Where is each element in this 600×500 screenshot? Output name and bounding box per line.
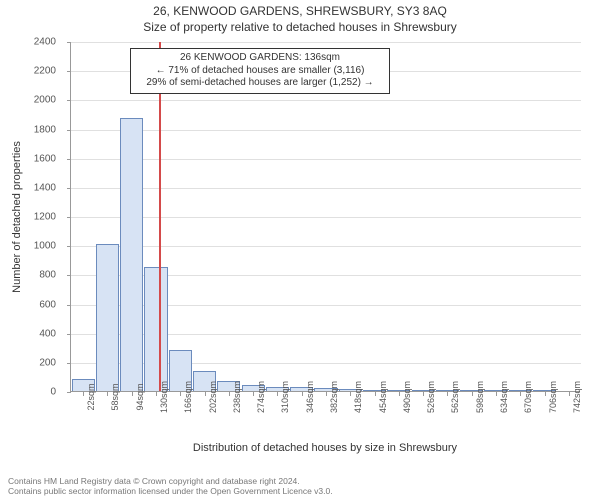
xtick-mark bbox=[253, 392, 254, 396]
xtick-label: 274sqm bbox=[256, 381, 266, 413]
ytick-mark bbox=[67, 159, 71, 160]
chart-title: Size of property relative to detached ho… bbox=[0, 20, 600, 34]
annotation-line: 26 KENWOOD GARDENS: 136sqm bbox=[137, 52, 383, 65]
xtick-label: 94sqm bbox=[135, 383, 145, 410]
gridline bbox=[71, 246, 581, 247]
ytick-mark bbox=[67, 42, 71, 43]
ytick-mark bbox=[67, 71, 71, 72]
chart-area: 0200400600800100012001400160018002000220… bbox=[70, 42, 580, 392]
ytick-label: 1000 bbox=[16, 241, 56, 252]
xtick-label: 706sqm bbox=[548, 381, 558, 413]
xtick-mark bbox=[302, 392, 303, 396]
xtick-label: 634sqm bbox=[499, 381, 509, 413]
histogram-bar bbox=[144, 267, 167, 391]
xtick-mark bbox=[496, 392, 497, 396]
xtick-label: 58sqm bbox=[110, 383, 120, 410]
xtick-mark bbox=[545, 392, 546, 396]
xtick-mark bbox=[277, 392, 278, 396]
ytick-mark bbox=[67, 217, 71, 218]
xtick-label: 202sqm bbox=[208, 381, 218, 413]
ytick-label: 1400 bbox=[16, 182, 56, 193]
ytick-label: 1800 bbox=[16, 124, 56, 135]
xtick-label: 670sqm bbox=[523, 381, 533, 413]
histogram-bar bbox=[96, 244, 119, 391]
ytick-label: 0 bbox=[16, 387, 56, 398]
xtick-label: 310sqm bbox=[280, 381, 290, 413]
xtick-mark bbox=[229, 392, 230, 396]
ytick-label: 400 bbox=[16, 328, 56, 339]
xtick-label: 166sqm bbox=[183, 381, 193, 413]
xtick-label: 454sqm bbox=[378, 381, 388, 413]
reference-line bbox=[159, 42, 161, 391]
ytick-label: 2000 bbox=[16, 95, 56, 106]
ytick-label: 1600 bbox=[16, 153, 56, 164]
x-axis-label: Distribution of detached houses by size … bbox=[70, 442, 580, 454]
xtick-mark bbox=[326, 392, 327, 396]
gridline bbox=[71, 159, 581, 160]
gridline bbox=[71, 217, 581, 218]
xtick-label: 418sqm bbox=[353, 381, 363, 413]
ytick-mark bbox=[67, 363, 71, 364]
xtick-label: 346sqm bbox=[305, 381, 315, 413]
annotation-box: 26 KENWOOD GARDENS: 136sqm← 71% of detac… bbox=[130, 48, 390, 94]
xtick-label: 22sqm bbox=[86, 383, 96, 410]
xtick-label: 490sqm bbox=[402, 381, 412, 413]
xtick-mark bbox=[180, 392, 181, 396]
xtick-mark bbox=[156, 392, 157, 396]
xtick-label: 526sqm bbox=[426, 381, 436, 413]
xtick-mark bbox=[520, 392, 521, 396]
ytick-label: 600 bbox=[16, 299, 56, 310]
xtick-mark bbox=[399, 392, 400, 396]
footer-line-1: Contains HM Land Registry data © Crown c… bbox=[8, 476, 333, 486]
footer-line-2: Contains public sector information licen… bbox=[8, 486, 333, 496]
gridline bbox=[71, 100, 581, 101]
xtick-mark bbox=[350, 392, 351, 396]
ytick-mark bbox=[67, 305, 71, 306]
xtick-mark bbox=[205, 392, 206, 396]
xtick-mark bbox=[132, 392, 133, 396]
ytick-mark bbox=[67, 275, 71, 276]
ytick-label: 800 bbox=[16, 270, 56, 281]
annotation-line: 29% of semi-detached houses are larger (… bbox=[137, 77, 383, 90]
gridline bbox=[71, 130, 581, 131]
footer-attribution: Contains HM Land Registry data © Crown c… bbox=[8, 476, 333, 496]
xtick-label: 382sqm bbox=[329, 381, 339, 413]
ytick-label: 2200 bbox=[16, 66, 56, 77]
xtick-label: 598sqm bbox=[475, 381, 485, 413]
ytick-label: 200 bbox=[16, 357, 56, 368]
gridline bbox=[71, 42, 581, 43]
xtick-mark bbox=[569, 392, 570, 396]
plot: 0200400600800100012001400160018002000220… bbox=[70, 42, 580, 392]
chart-supertitle: 26, KENWOOD GARDENS, SHREWSBURY, SY3 8AQ bbox=[0, 4, 600, 18]
ytick-label: 2400 bbox=[16, 37, 56, 48]
ytick-mark bbox=[67, 188, 71, 189]
xtick-label: 562sqm bbox=[450, 381, 460, 413]
xtick-mark bbox=[423, 392, 424, 396]
ytick-mark bbox=[67, 334, 71, 335]
xtick-mark bbox=[375, 392, 376, 396]
xtick-label: 742sqm bbox=[572, 381, 582, 413]
ytick-mark bbox=[67, 392, 71, 393]
xtick-mark bbox=[83, 392, 84, 396]
ytick-mark bbox=[67, 246, 71, 247]
histogram-bar bbox=[120, 118, 143, 391]
xtick-mark bbox=[472, 392, 473, 396]
ytick-mark bbox=[67, 100, 71, 101]
xtick-label: 238sqm bbox=[232, 381, 242, 413]
gridline bbox=[71, 188, 581, 189]
xtick-mark bbox=[107, 392, 108, 396]
xtick-mark bbox=[447, 392, 448, 396]
annotation-line: ← 71% of detached houses are smaller (3,… bbox=[137, 65, 383, 78]
ytick-label: 1200 bbox=[16, 212, 56, 223]
ytick-mark bbox=[67, 130, 71, 131]
